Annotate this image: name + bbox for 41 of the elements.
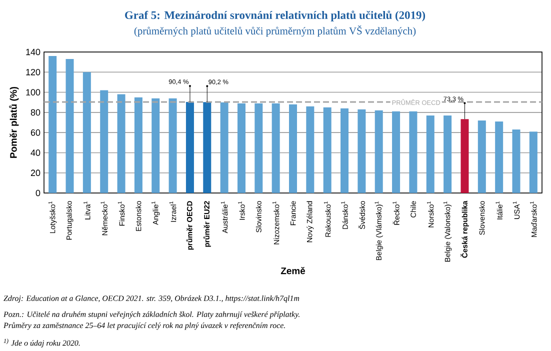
bar [409,111,418,193]
bar [152,98,160,193]
y-tick-label: 120 [26,68,40,76]
bar [529,132,538,193]
y-tick-label: 60 [30,129,40,136]
y-tick-label: 140 [26,48,40,56]
bar [186,102,194,193]
bar [168,98,177,193]
bar [82,72,91,193]
bar [272,103,280,193]
bar [66,59,74,193]
bar [220,102,228,193]
y-axis-title: Poměr platů (%) [9,86,19,158]
y-tick-label: 20 [30,170,40,176]
bar [289,104,298,193]
bar [100,90,108,193]
bar [254,103,263,193]
bar [117,94,126,193]
bar [306,106,314,193]
bar [478,120,486,193]
bar [237,103,246,193]
bar [512,130,520,193]
bar [495,121,504,193]
y-tick-label: 40 [30,150,40,156]
bar [134,97,142,193]
bar [374,110,383,193]
bar [426,115,434,193]
y-tick-label: 100 [26,89,40,96]
chart-subtitle: (průměrných platů učitelů vůči průměrným platům VŠ vzdělaných) [134,25,416,37]
bar [358,109,366,193]
bar [460,119,469,193]
bar [444,115,452,193]
bar [392,111,400,193]
bar [323,107,332,193]
chart-title: Graf 5: Mezinárodní srovnání relativních platů učitelů (2019) [125,10,426,22]
bar [340,108,349,193]
bar [48,56,57,193]
bar [203,102,212,193]
y-tick-label: 80 [30,109,40,116]
x-axis-title: Země [280,267,306,274]
y-tick-label: 0 [36,190,40,196]
